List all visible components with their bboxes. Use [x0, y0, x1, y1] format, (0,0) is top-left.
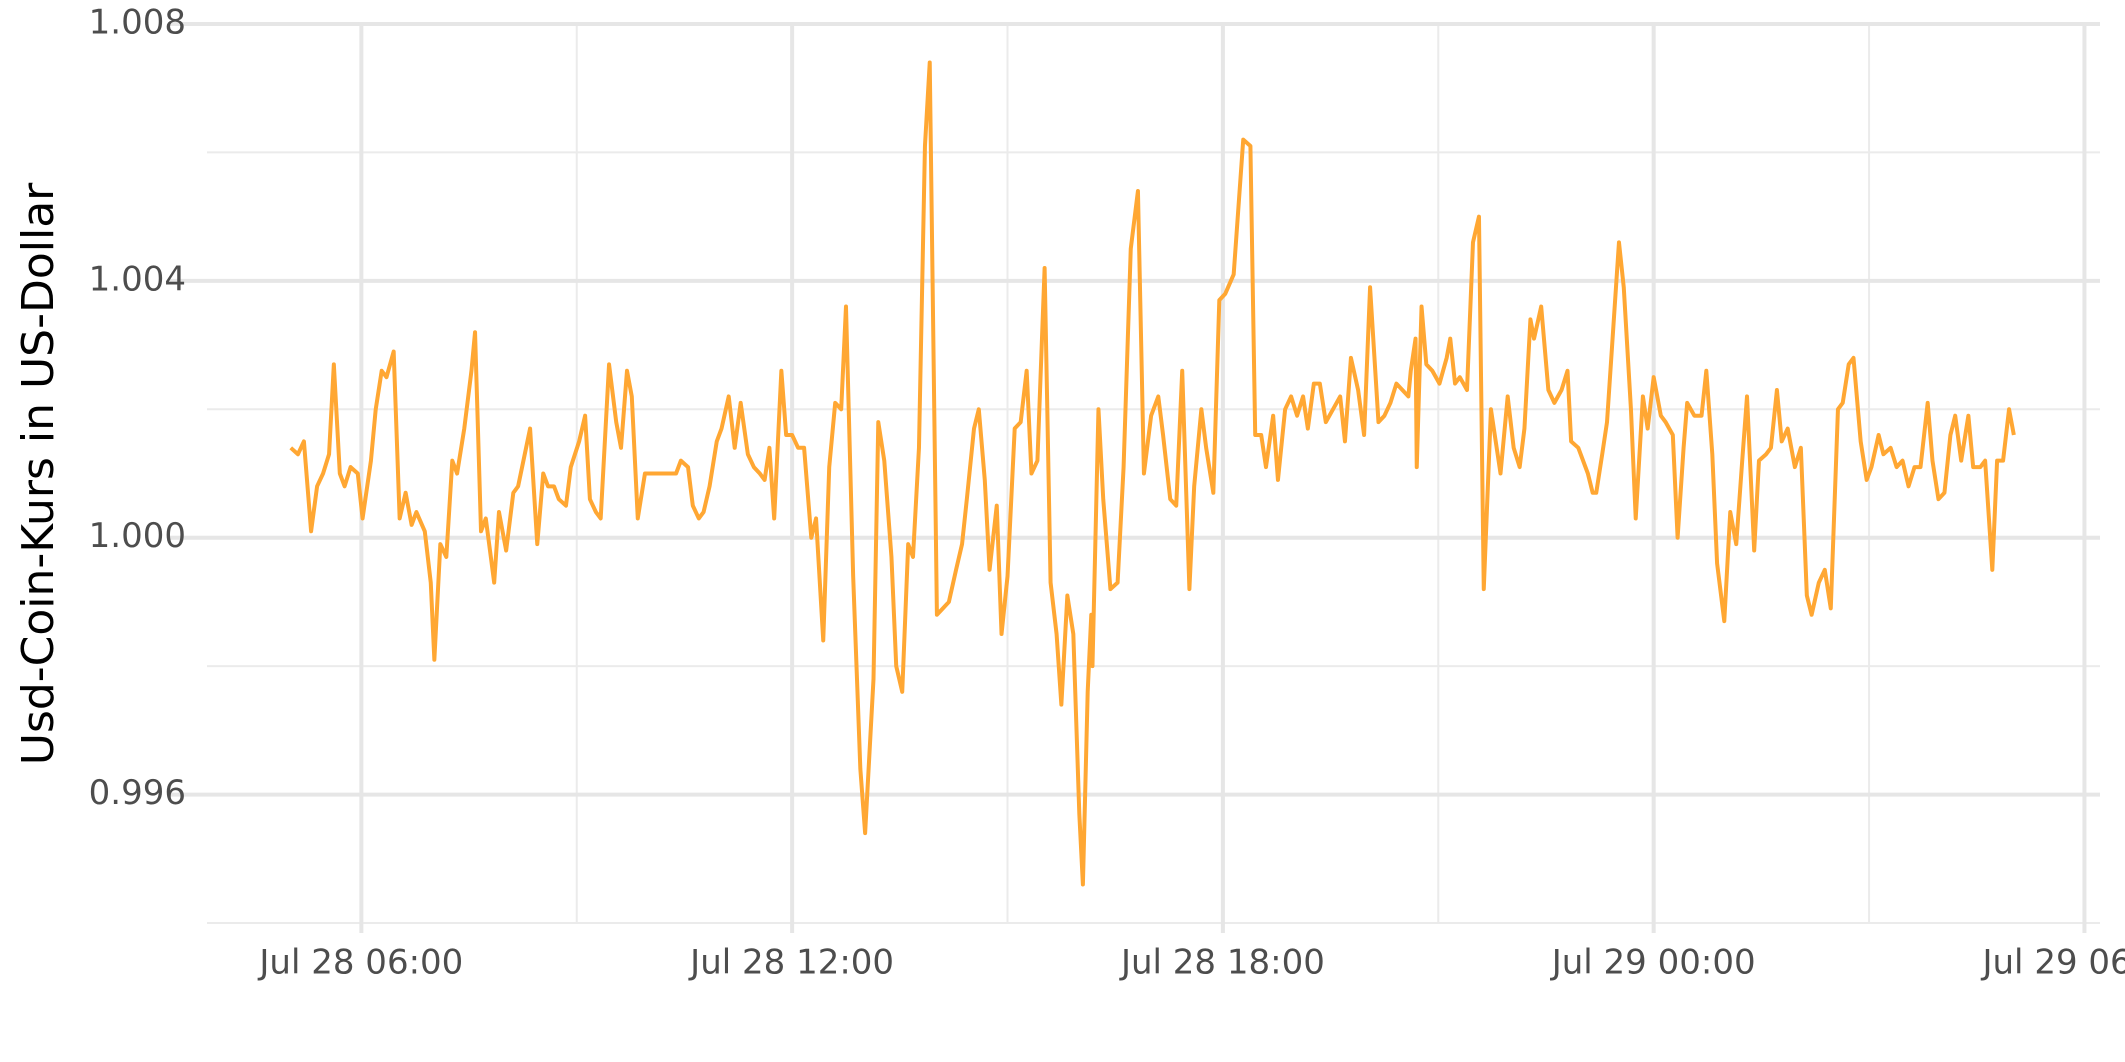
x-tick-label: Jul 29 06:00: [1980, 943, 2125, 983]
x-tick-label: Jul 28 06:00: [257, 943, 463, 983]
y-tick-label: 1.004: [89, 259, 186, 299]
x-tick-label: Jul 28 12:00: [688, 943, 894, 983]
y-axis-title: Usd-Coin-Kurs in US-Dollar: [13, 182, 64, 765]
price-line: [289, 60, 2016, 887]
y-tick-label: 1.000: [89, 516, 186, 556]
x-tick-label: Jul 28 18:00: [1119, 943, 1325, 983]
x-tick-label: Jul 29 00:00: [1550, 943, 1756, 983]
y-tick-label: 1.008: [89, 3, 186, 43]
y-tick-label: 0.996: [89, 773, 186, 813]
